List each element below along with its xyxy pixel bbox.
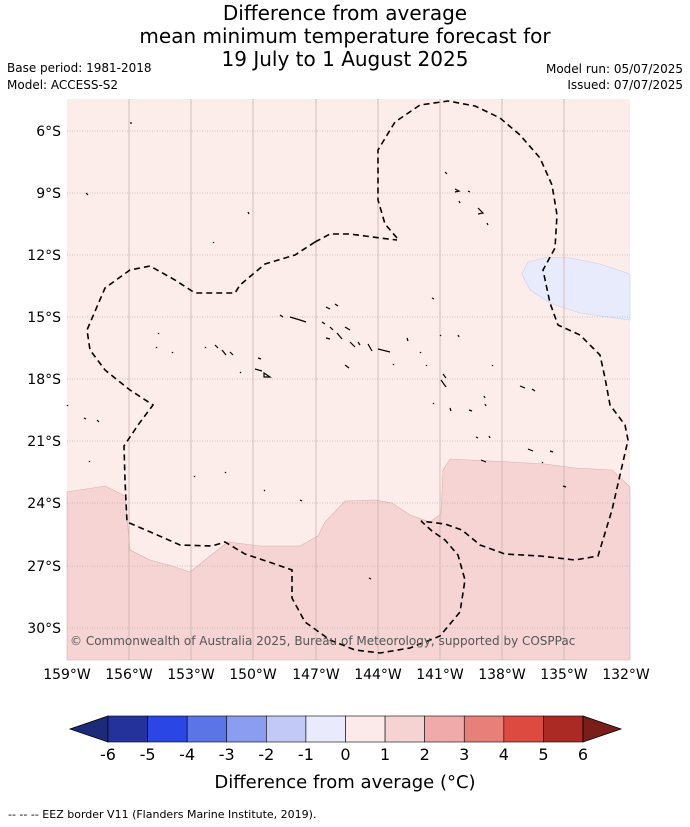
colorbar-tick-label: 4 <box>498 745 509 764</box>
forecast-map: © Commonwealth of Australia 2025, Bureau… <box>27 99 650 683</box>
title-line-3: 19 July to 1 August 2025 <box>221 47 469 71</box>
lon-label-150w: 150°W <box>229 667 277 683</box>
longitude-labels: 159°W 156°W 153°W 150°W 147°W 144°W 141°… <box>43 667 650 683</box>
model-run-label: Model run: 05/07/2025 <box>545 62 683 76</box>
lat-label-18s: 18°S <box>27 372 61 388</box>
colorbar-cell <box>463 715 505 743</box>
colorbar-tick-label: 6 <box>577 745 589 764</box>
lat-label-21s: 21°S <box>27 434 61 450</box>
colorbar-tick-label: -4 <box>179 745 196 764</box>
title-line-2: mean minimum temperature forecast for <box>139 24 551 48</box>
colorbar-tick-label: -5 <box>139 745 156 764</box>
anomaly-1-2-region <box>66 458 631 661</box>
lon-label-159w: 159°W <box>43 667 91 683</box>
lat-label-15s: 15°S <box>27 310 61 326</box>
colorbar-tick-label: 2 <box>419 745 430 764</box>
colorbar-cell <box>266 715 307 743</box>
colorbar-cell <box>345 715 386 743</box>
colorbar-title: Difference from average (°C) <box>214 772 476 793</box>
lat-label-24s: 24°S <box>27 496 61 512</box>
lat-label-6s: 6°S <box>36 124 61 140</box>
colorbar-cells <box>107 715 584 743</box>
colorbar-cell <box>107 715 148 743</box>
model-label: Model: ACCESS-S2 <box>7 78 119 92</box>
colorbar-cell <box>305 715 346 743</box>
colorbar <box>68 715 623 743</box>
colorbar-cell <box>424 715 465 743</box>
eez-borders <box>86 100 629 654</box>
eez-border-french-polynesia <box>377 100 629 561</box>
longitude-gridlines <box>128 99 565 660</box>
colorbar-cell <box>384 715 425 743</box>
anomaly-neg1-0-region <box>521 256 631 321</box>
footer-eez-note: -- -- -- EEZ border V11 (Flanders Marine… <box>8 808 317 821</box>
colorbar-tick-label: 0 <box>340 745 351 764</box>
colorbar-tick-label: 1 <box>379 745 391 764</box>
eez-border-cook-islands <box>86 241 466 654</box>
colorbar-tick-label: -3 <box>218 745 235 764</box>
colorbar-tick-label: 5 <box>538 745 549 764</box>
lon-label-132w: 132°W <box>602 667 650 683</box>
colorbar-tick-label: -1 <box>297 745 314 764</box>
colorbar-cell <box>147 715 188 743</box>
lon-label-156w: 156°W <box>105 667 153 683</box>
lat-label-27s: 27°S <box>27 559 61 575</box>
latitude-labels: 6°S 9°S 12°S 15°S 18°S 21°S 24°S 27°S 30… <box>27 124 61 637</box>
lon-label-141w: 141°W <box>416 667 464 683</box>
colorbar-cell <box>543 715 584 743</box>
colorbar-low-extend <box>68 715 109 743</box>
colorbar-high-extend <box>582 715 623 743</box>
colorbar-tick-label: 3 <box>459 745 470 764</box>
islands <box>66 122 567 580</box>
lat-label-30s: 30°S <box>27 621 61 637</box>
title-line-1: Difference from average <box>222 1 468 25</box>
colorbar-cell <box>226 715 267 743</box>
colorbar-tick-label: -6 <box>100 745 116 764</box>
colorbar-tick-label: -2 <box>258 745 275 764</box>
lon-label-153w: 153°W <box>167 667 215 683</box>
lon-label-135w: 135°W <box>540 667 588 683</box>
base-period-label: Base period: 1981-2018 <box>7 61 152 75</box>
lon-label-147w: 147°W <box>292 667 340 683</box>
lat-label-9s: 9°S <box>36 186 61 202</box>
lon-label-138w: 138°W <box>478 667 526 683</box>
issued-label: Issued: 07/07/2025 <box>567 78 683 92</box>
lon-label-144w: 144°W <box>354 667 402 683</box>
colorbar-cell <box>186 715 228 743</box>
lat-label-12s: 12°S <box>27 248 61 264</box>
eez-border-north-segment <box>314 233 398 243</box>
colorbar-cell <box>503 715 544 743</box>
copyright-text: © Commonwealth of Australia 2025, Bureau… <box>70 634 575 648</box>
